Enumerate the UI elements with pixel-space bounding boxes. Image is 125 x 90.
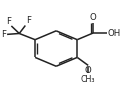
Text: O: O xyxy=(85,66,92,75)
Text: OH: OH xyxy=(108,29,121,38)
Text: F: F xyxy=(26,16,31,25)
Text: F: F xyxy=(2,30,6,39)
Text: O: O xyxy=(90,13,96,22)
Text: F: F xyxy=(6,16,11,25)
Text: CH₃: CH₃ xyxy=(81,75,96,84)
